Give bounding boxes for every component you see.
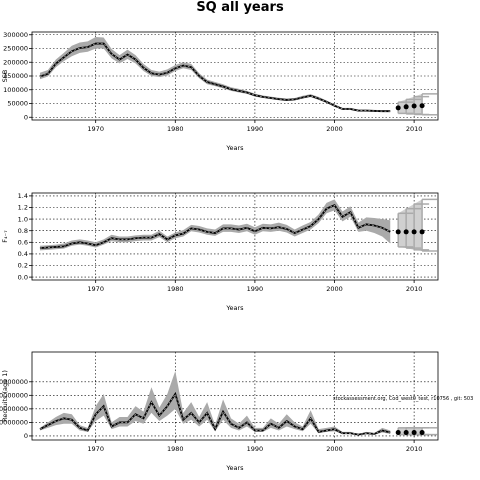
- projection-point: [419, 229, 425, 235]
- x-tick-label: 1970: [87, 285, 104, 293]
- y-tick-label: 1.0: [18, 215, 28, 223]
- x-tick-label: 2010: [406, 445, 423, 453]
- series-line-dashes: [39, 43, 391, 112]
- projection-point: [403, 430, 409, 436]
- y-tick-label: 30000000: [0, 392, 28, 400]
- panel-1: 1970 1980 1990 2000 2010 0 50000 100000 150000 20…: [1, 31, 439, 152]
- projection-point: [411, 103, 417, 109]
- y-axis-label: F₄₋₇: [1, 230, 9, 243]
- y-tick-label: 200000: [3, 58, 28, 66]
- projection-point: [419, 103, 425, 109]
- x-tick-label: 2000: [326, 285, 343, 293]
- y-axis-label: Recruits (age 1): [1, 370, 9, 422]
- x-axis-label: Years: [225, 144, 244, 152]
- projection-point: [395, 105, 401, 111]
- series-line-dashes: [39, 393, 391, 435]
- x-tick-label: 1990: [247, 285, 264, 293]
- projection-point: [403, 104, 409, 110]
- panel-2: 1970 1980 1990 2000 2010 0.0 0.2 0.4 0.6 0.8 1.0 1.…: [1, 192, 439, 312]
- y-tick-label: 1.4: [18, 192, 28, 200]
- confidence-band: [39, 36, 391, 113]
- y-axis-label: SSB: [1, 70, 9, 83]
- y-tick-label: 250000: [3, 45, 28, 53]
- projection-point: [411, 430, 417, 436]
- projection-point: [411, 229, 417, 235]
- y-tick-label: 0: [24, 432, 28, 440]
- x-tick-label: 1970: [87, 445, 104, 453]
- y-tick-label: 0.8: [18, 227, 28, 235]
- x-tick-label: 1990: [247, 125, 264, 133]
- projection-band: [398, 199, 423, 251]
- projection-point: [419, 430, 425, 436]
- y-tick-label: 50000: [7, 100, 28, 108]
- x-tick-label: 2010: [406, 285, 423, 293]
- series-line-dashes: [39, 204, 391, 249]
- confidence-band: [39, 199, 391, 251]
- projection-point: [403, 229, 409, 235]
- y-tick-label: 0: [24, 113, 28, 121]
- x-tick-label: 1980: [167, 445, 184, 453]
- x-tick-label: 2010: [406, 125, 423, 133]
- x-tick-label: 2000: [326, 445, 343, 453]
- stockassessment-annotation: stockassessment.org, Cod_west0_test, r10…: [333, 396, 474, 402]
- projection-band: [398, 427, 423, 435]
- x-tick-label: 1990: [247, 445, 264, 453]
- plot-frame: [31, 192, 439, 281]
- y-tick-label: 0.4: [18, 250, 28, 258]
- x-tick-label: 1980: [167, 125, 184, 133]
- y-tick-label: 300000: [3, 31, 28, 39]
- x-axis-label: Years: [225, 464, 244, 472]
- y-tick-label: 150000: [3, 72, 28, 80]
- y-tick-label: 0.2: [18, 262, 28, 270]
- y-tick-label: 1.2: [18, 204, 28, 212]
- y-tick-label: 100000: [3, 86, 28, 94]
- x-tick-label: 2000: [326, 125, 343, 133]
- confidence-band: [39, 370, 391, 435]
- y-tick-label: 0.0: [18, 273, 28, 281]
- plot-frame: [31, 351, 439, 441]
- chart-title: SQ all years: [196, 0, 284, 15]
- y-tick-label: 0.6: [18, 239, 28, 247]
- x-tick-label: 1980: [167, 285, 184, 293]
- x-tick-label: 1970: [87, 125, 104, 133]
- projection-point: [395, 430, 401, 436]
- y-tick-label: 40000000: [0, 378, 28, 386]
- projection-point: [395, 229, 401, 235]
- y-tick-label: 20000000: [0, 405, 28, 413]
- x-axis-label: Years: [225, 304, 244, 312]
- series-line: [39, 42, 391, 113]
